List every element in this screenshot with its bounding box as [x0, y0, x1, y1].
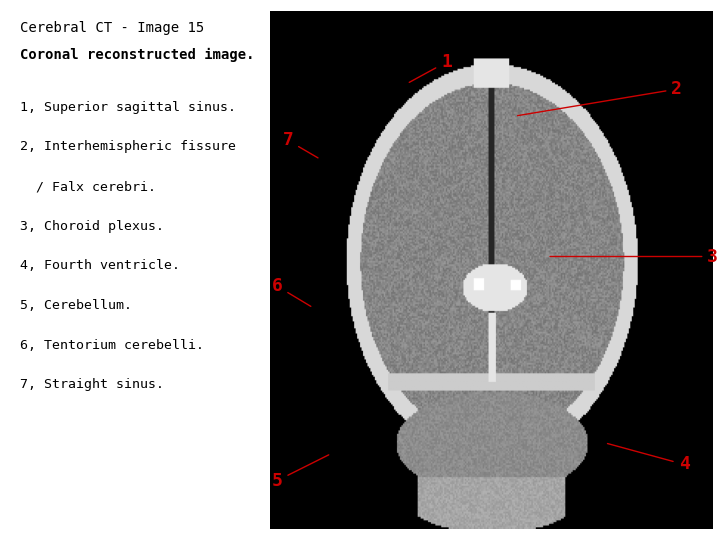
- Text: 4: 4: [608, 443, 690, 474]
- Text: / Falx cerebri.: / Falx cerebri.: [20, 180, 156, 193]
- Text: 6: 6: [271, 277, 311, 306]
- Text: 7: 7: [282, 131, 318, 158]
- Text: 1, Superior sagittal sinus.: 1, Superior sagittal sinus.: [20, 100, 236, 113]
- Text: 3, Choroid plexus.: 3, Choroid plexus.: [20, 220, 164, 233]
- Text: Cerebral CT - Image 15: Cerebral CT - Image 15: [20, 21, 204, 35]
- Text: 6, Tentorium cerebelli.: 6, Tentorium cerebelli.: [20, 339, 204, 352]
- Text: 5: 5: [271, 455, 329, 490]
- Text: 3: 3: [550, 247, 719, 266]
- Text: 5, Cerebellum.: 5, Cerebellum.: [20, 299, 132, 312]
- Text: 2: 2: [518, 80, 683, 116]
- Text: 2, Interhemispheric fissure: 2, Interhemispheric fissure: [20, 140, 236, 153]
- Text: 4, Fourth ventricle.: 4, Fourth ventricle.: [20, 259, 180, 272]
- Text: 1: 1: [409, 53, 452, 83]
- Text: Coronal reconstructed image.: Coronal reconstructed image.: [20, 48, 255, 62]
- Text: 7, Straight sinus.: 7, Straight sinus.: [20, 379, 164, 392]
